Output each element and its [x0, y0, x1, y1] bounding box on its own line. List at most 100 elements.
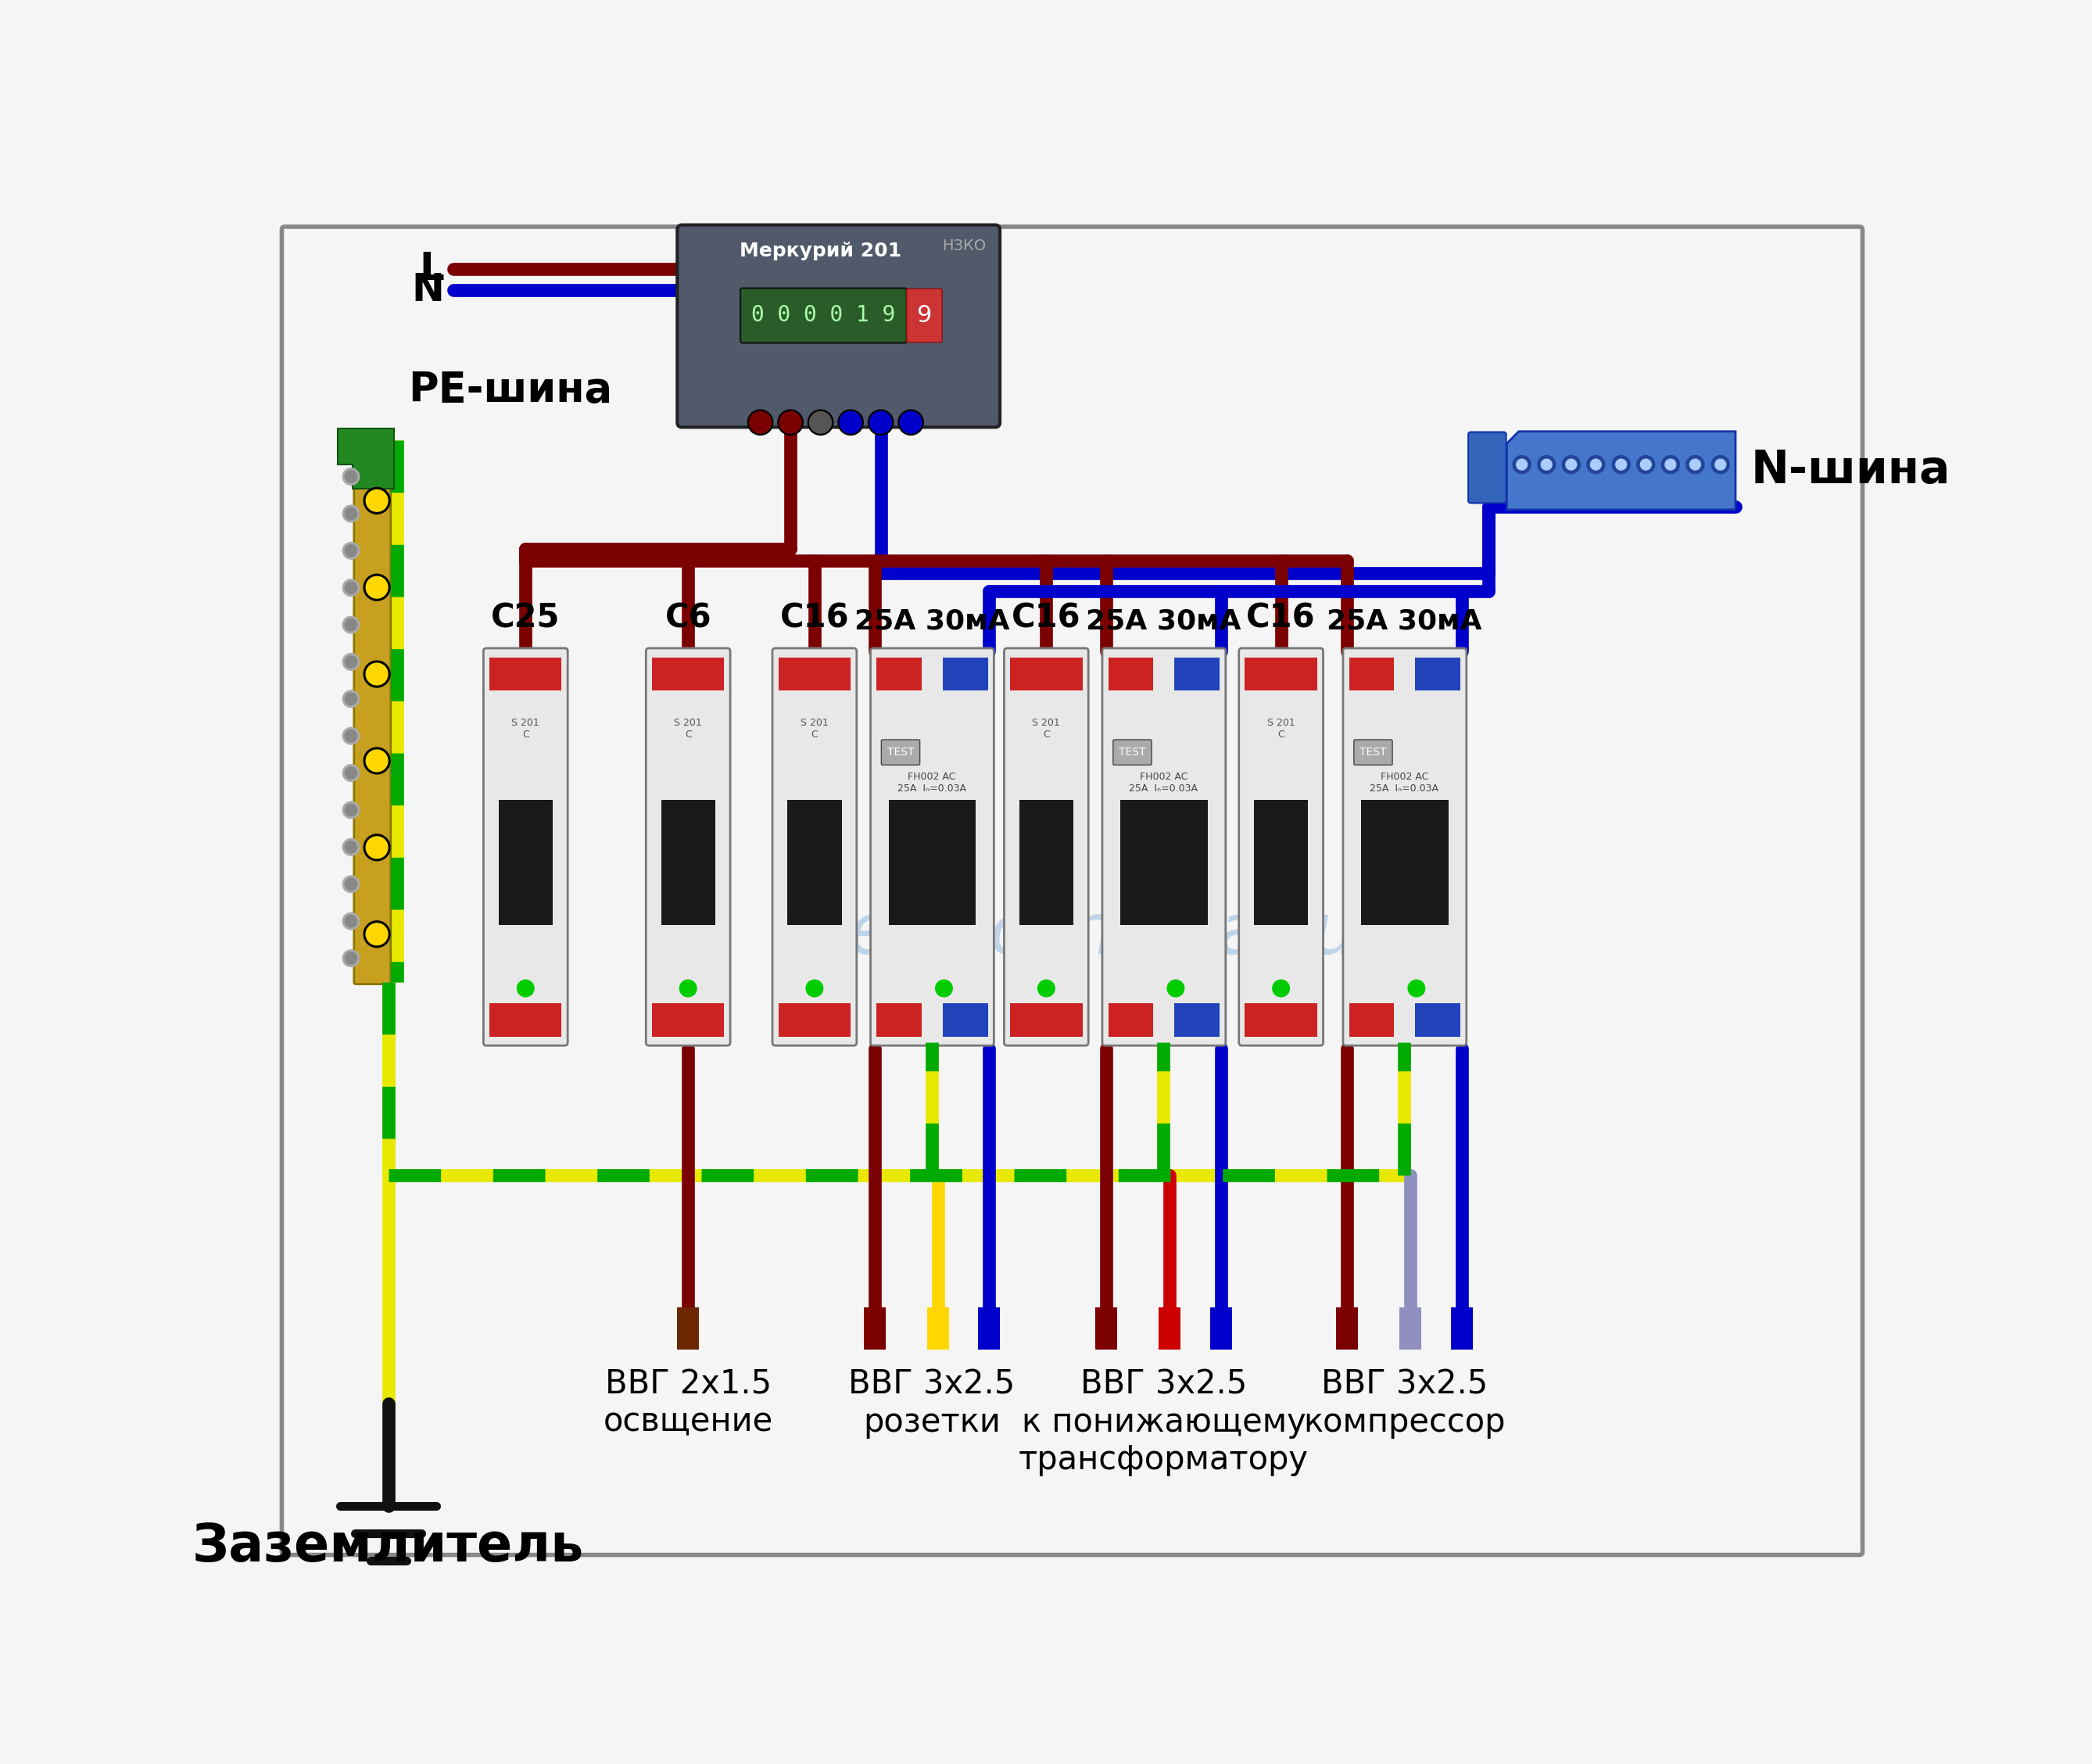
- Bar: [943, 1004, 987, 1037]
- Bar: [979, 1307, 1000, 1349]
- Circle shape: [1272, 981, 1289, 997]
- Text: TEST: TEST: [887, 746, 914, 759]
- Circle shape: [345, 508, 358, 520]
- Circle shape: [935, 981, 952, 997]
- FancyBboxPatch shape: [1004, 647, 1088, 1046]
- Text: N: N: [412, 272, 444, 309]
- Circle shape: [343, 467, 360, 485]
- Circle shape: [1715, 459, 1726, 469]
- Circle shape: [1517, 459, 1527, 469]
- Circle shape: [345, 545, 358, 557]
- Text: С6: С6: [665, 602, 711, 635]
- Bar: [877, 658, 923, 690]
- Text: elektroshkola.ru: elektroshkola.ru: [787, 900, 1358, 968]
- Text: 0 0 0 0 1 9: 0 0 0 0 1 9: [751, 305, 895, 326]
- Circle shape: [345, 953, 358, 965]
- Text: S 201
C: S 201 C: [1031, 718, 1061, 739]
- Circle shape: [1538, 455, 1556, 473]
- Circle shape: [345, 582, 358, 594]
- Circle shape: [1590, 459, 1600, 469]
- FancyBboxPatch shape: [1354, 739, 1393, 766]
- Circle shape: [1565, 459, 1577, 469]
- FancyBboxPatch shape: [1343, 647, 1466, 1046]
- Circle shape: [343, 616, 360, 633]
- Circle shape: [839, 411, 862, 434]
- Circle shape: [345, 619, 358, 632]
- Circle shape: [343, 727, 360, 744]
- Text: Меркурий 201: Меркурий 201: [741, 242, 902, 261]
- Text: S 201
C: S 201 C: [513, 718, 540, 739]
- Bar: [653, 1004, 724, 1037]
- Text: L: L: [418, 250, 444, 288]
- Bar: [1450, 1307, 1473, 1349]
- Circle shape: [343, 505, 360, 522]
- FancyBboxPatch shape: [772, 647, 856, 1046]
- Text: С16: С16: [1013, 602, 1082, 635]
- Bar: [1109, 1004, 1153, 1037]
- Circle shape: [780, 411, 801, 434]
- Circle shape: [345, 471, 358, 483]
- Circle shape: [1636, 455, 1655, 473]
- Bar: [1349, 1004, 1393, 1037]
- Text: РЕ-шина: РЕ-шина: [408, 370, 613, 411]
- Circle shape: [747, 409, 772, 436]
- Circle shape: [345, 841, 358, 854]
- Circle shape: [1640, 459, 1651, 469]
- Bar: [1174, 658, 1220, 690]
- Bar: [1245, 658, 1318, 690]
- Bar: [490, 1004, 561, 1037]
- Circle shape: [343, 653, 360, 670]
- Circle shape: [808, 409, 833, 436]
- Circle shape: [364, 748, 389, 774]
- Circle shape: [1038, 981, 1054, 997]
- Bar: [927, 1307, 950, 1349]
- Bar: [1109, 658, 1153, 690]
- Bar: [943, 658, 987, 690]
- Text: 25А 30мА: 25А 30мА: [1326, 609, 1481, 635]
- Circle shape: [810, 411, 831, 434]
- Circle shape: [343, 875, 360, 893]
- Circle shape: [839, 409, 864, 436]
- FancyBboxPatch shape: [1102, 647, 1226, 1046]
- Text: S 201
C: S 201 C: [674, 718, 703, 739]
- Bar: [864, 1307, 885, 1349]
- Text: С25: С25: [492, 602, 561, 635]
- Bar: [653, 658, 724, 690]
- Circle shape: [343, 949, 360, 967]
- FancyBboxPatch shape: [1469, 432, 1506, 503]
- Bar: [1416, 1004, 1460, 1037]
- Circle shape: [897, 409, 923, 436]
- Text: FH002 AC
25A  Iₙ=0.03A: FH002 AC 25A Iₙ=0.03A: [897, 771, 967, 794]
- Circle shape: [366, 836, 387, 859]
- Circle shape: [343, 838, 360, 856]
- Circle shape: [364, 921, 389, 947]
- FancyBboxPatch shape: [1113, 739, 1151, 766]
- Circle shape: [1665, 459, 1676, 469]
- Circle shape: [366, 923, 387, 946]
- Circle shape: [1513, 455, 1531, 473]
- Text: ВВГ 3х2.5
к понижающему
трансформатору: ВВГ 3х2.5 к понижающему трансформатору: [1019, 1367, 1310, 1476]
- FancyBboxPatch shape: [678, 226, 1000, 427]
- Circle shape: [345, 656, 358, 669]
- Circle shape: [1167, 981, 1184, 997]
- Text: S 201
C: S 201 C: [1268, 718, 1295, 739]
- Circle shape: [1711, 455, 1730, 473]
- Bar: [1010, 1004, 1082, 1037]
- FancyBboxPatch shape: [870, 647, 994, 1046]
- Text: Заземлитель: Заземлитель: [192, 1521, 584, 1572]
- FancyBboxPatch shape: [483, 647, 567, 1046]
- Text: S 201
C: S 201 C: [801, 718, 828, 739]
- Circle shape: [343, 579, 360, 596]
- FancyBboxPatch shape: [741, 288, 906, 342]
- Circle shape: [345, 767, 358, 780]
- Bar: [678, 1307, 699, 1349]
- Circle shape: [1408, 981, 1425, 997]
- Bar: [490, 658, 561, 690]
- Circle shape: [364, 487, 389, 513]
- Circle shape: [1588, 455, 1605, 473]
- Bar: [1253, 799, 1308, 924]
- Circle shape: [345, 916, 358, 928]
- Circle shape: [900, 411, 923, 434]
- Bar: [877, 1004, 923, 1037]
- Circle shape: [805, 981, 822, 997]
